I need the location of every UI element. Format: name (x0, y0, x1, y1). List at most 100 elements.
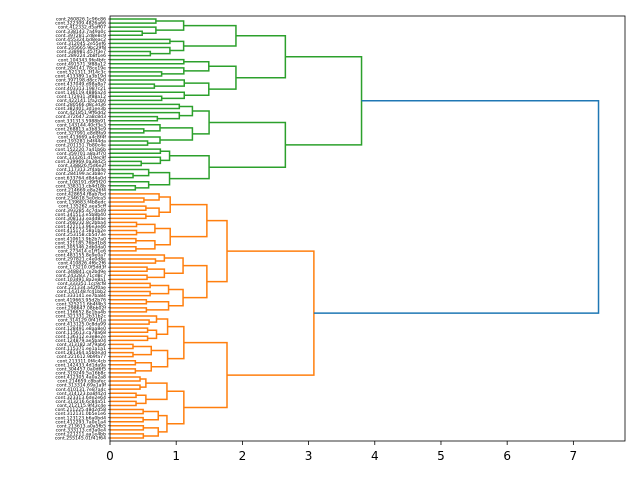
leaf-label: cont.348841.ce2bd9e (56, 269, 107, 275)
leaf-label: cont.397281.2d8e8c9 (56, 33, 107, 39)
leaf-label: cont.143144.40cf3e3 (57, 122, 106, 128)
orange-cluster-link (110, 197, 145, 203)
green-cluster-link (110, 103, 181, 110)
leaf-label: cont.312045.2e55ef6 (57, 41, 107, 47)
x-tick-label: 4 (371, 449, 379, 463)
leaf-label: cont.201151.7b80c4e (56, 143, 107, 149)
leaf-label: cont.483155.8e9e0a7 (55, 253, 106, 259)
orange-cluster-link (110, 221, 138, 228)
plot-frame (109, 15, 626, 442)
green-cluster-link (110, 71, 163, 77)
green-cluster-link (110, 79, 185, 87)
leaf-label: cont.491571.3f88a12 (56, 61, 106, 67)
orange-cluster-link (170, 203, 208, 238)
green-cluster-link (209, 121, 287, 168)
leaf-label: cont.308133.ea4d8ae (55, 216, 106, 222)
orange-cluster-link (206, 219, 228, 283)
leaf-label: cont.172931.3f88a12 (56, 94, 106, 100)
orange-cluster-link (110, 416, 144, 423)
leaf-label: cont.268813.a3b83e9 (55, 126, 106, 132)
green-cluster-link (110, 46, 171, 55)
leaf-label: cont.325211.6b4f4b3 (56, 301, 106, 307)
green-cluster-link (110, 168, 150, 177)
x-tick-label: 0 (106, 449, 114, 463)
leaf-label: cont.139683.f4b8edc (57, 200, 107, 206)
orange-cluster-link (135, 361, 153, 372)
green-cluster-link (179, 105, 194, 117)
leaf-label: cont.173210.0f5dd3f (58, 265, 107, 271)
green-cluster-link (160, 127, 194, 141)
leaf-label: cont.304457.0a0d6f5 (56, 366, 106, 372)
x-tick-label: 5 (437, 449, 445, 463)
leaf-label: cont.403313.1987c21 (55, 86, 106, 92)
green-cluster-link (110, 91, 185, 100)
orange-cluster-link (183, 264, 208, 299)
green-cluster-link (183, 24, 237, 47)
orange-cluster-link (110, 229, 138, 236)
leaf-label: cont.338981.457f3e7 (56, 49, 106, 55)
leaf-label: cont.314123.ba8f42d (56, 391, 106, 397)
green-cluster-link (192, 110, 210, 135)
green-cluster-link (110, 160, 142, 167)
leaf-label: cont.393285.4c7da49 (56, 208, 107, 214)
orange-cluster-link (110, 343, 134, 350)
leaf-label: cont.243283.71cd8c7 (56, 273, 106, 279)
green-cluster-link (110, 180, 150, 189)
x-tick-label: 7 (570, 449, 578, 463)
leaf-label: cont.260826.1c96c86 (56, 17, 106, 23)
orange-cluster-link (147, 329, 158, 340)
leaf-label: cont.128491.e8aa8e0 (55, 326, 106, 332)
leaf-label: cont.413669.a4c8f4f (58, 135, 106, 141)
leaf-label: cont.193281.b4f44da (56, 139, 106, 145)
leaf-label: cont.273414.e1ff1e6 (58, 248, 106, 254)
leaf-label: cont.117313.2f4ab4e (57, 167, 107, 173)
leaf-label: cont.521311.3f14c3c (57, 69, 106, 75)
green-cluster-link (235, 35, 287, 79)
green-cluster-link (110, 26, 157, 34)
leaf-label: cont.305346.2db0da0 (55, 244, 106, 250)
leaf-label: cont.372647.2a8c8d3 (56, 114, 107, 120)
leaf-label: cont.338826.f5d6e2f (58, 163, 107, 169)
green-cluster-link (208, 65, 237, 90)
green-cluster-link (110, 111, 181, 120)
leaf-label: cont.142433.4d1da9a (55, 362, 106, 368)
leaf-label: cont.234618.5e0dca5 (56, 196, 106, 202)
leaf-label: cont.455324.bd8eac2 (56, 37, 106, 43)
orange-cluster-link (110, 319, 150, 325)
orange-cluster-link (110, 307, 148, 313)
green-cluster-link (155, 20, 185, 31)
orange-cluster-link (110, 193, 160, 201)
leaf-label: cont.319249.5a16b8c (56, 371, 107, 377)
x-tick-label: 3 (305, 449, 313, 463)
orange-cluster-link (183, 341, 228, 409)
green-cluster-link (110, 83, 156, 89)
green-cluster-link (110, 115, 159, 122)
leaf-label: cont.136312.e3e8e2e (55, 334, 106, 340)
leaf-label: cont.104343.9fe4bfc (58, 57, 106, 63)
leaf-label: cont.359701.a8a3f70 (57, 151, 107, 157)
leaf-label: cont.284199.ac3b8e7 (56, 171, 106, 177)
orange-cluster-link (110, 335, 149, 342)
orange-cluster-link (140, 378, 147, 388)
orange-cluster-link (151, 349, 169, 368)
leaf-label: cont.410826.4f6c2f6 (58, 261, 106, 267)
orange-cluster-link (110, 351, 134, 358)
green-cluster-link (160, 150, 171, 162)
leaf-label: cont.221334.a42f0ae (57, 285, 107, 291)
green-cluster-link (110, 30, 143, 37)
green-cluster-link (110, 67, 185, 75)
green-cluster-link (110, 148, 162, 154)
leaf-label: cont.321331.2b31b2c (55, 314, 106, 320)
green-cluster-link (110, 58, 185, 65)
green-cluster-link (110, 185, 137, 191)
x-tick-label: 2 (239, 449, 247, 463)
orange-cluster-link (164, 257, 184, 274)
leaf-label: cont.115371.ee1a1a1 (55, 346, 106, 352)
leaf-label: cont.313314.69a1a9f (57, 383, 107, 389)
leaf-label: cont.136652.8e1ba4b (55, 309, 106, 315)
leaf-label: cont.322309.4826a66 (55, 21, 106, 27)
leaf-label: cont.136119.4886a24 (55, 90, 106, 96)
leaf-label: cont.333113.cd3a0e4 (56, 427, 106, 433)
leaf-label: cont.410613.9b2b7a0 (55, 236, 106, 242)
